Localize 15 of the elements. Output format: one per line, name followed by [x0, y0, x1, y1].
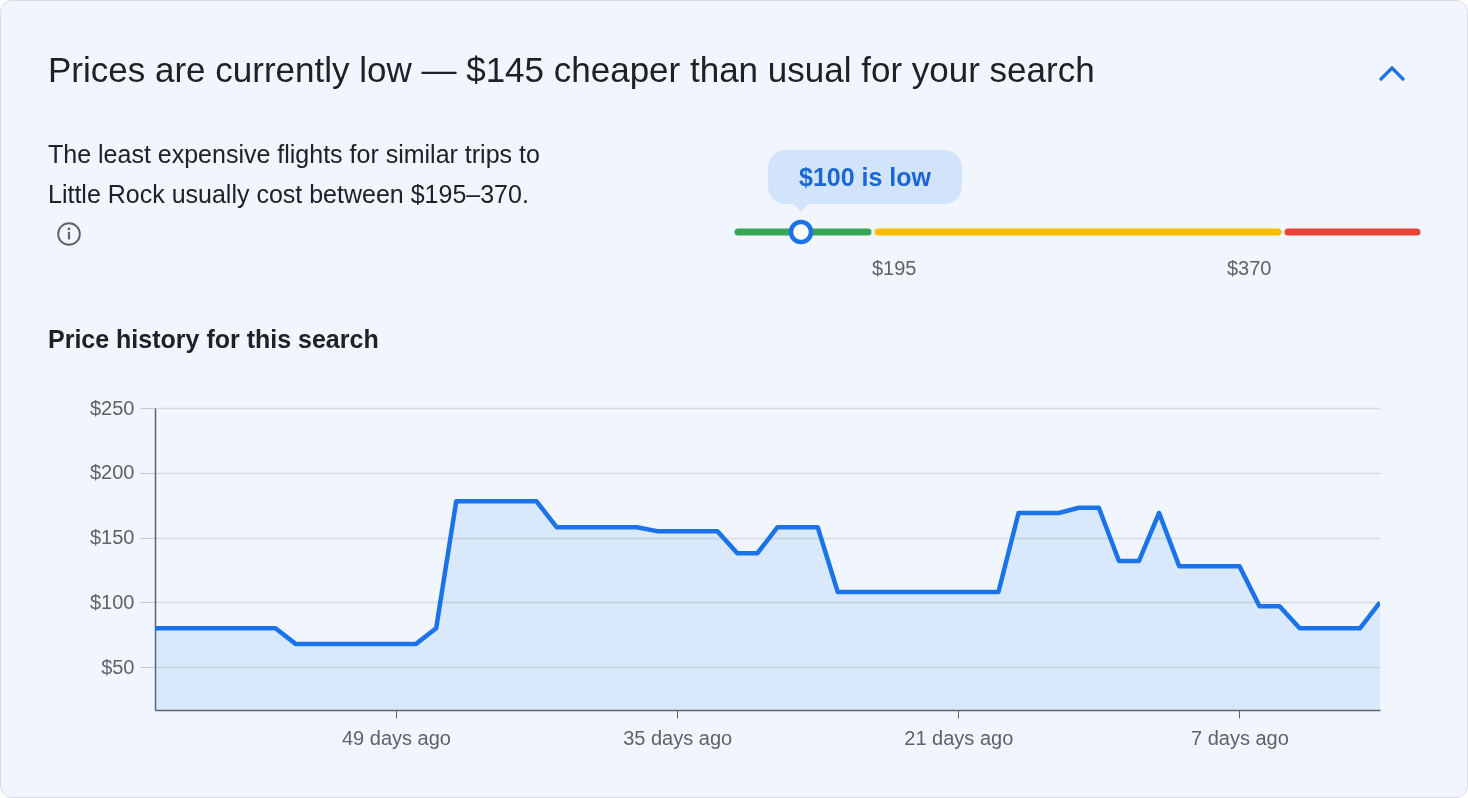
text: Prices are currently low — $145 cheaper than usual for your search [48, 50, 1095, 90]
y-tick-label: $200 [90, 461, 135, 484]
chart-title: Price history for this search [48, 325, 379, 354]
y-tick-label: $250 [90, 396, 135, 419]
text: $100 is low [768, 150, 962, 204]
text: $195 [872, 257, 917, 280]
text: $370 [1227, 257, 1272, 280]
text: The least expensive flights for similar trips to Little Rock usually cost between $195–370. [48, 139, 541, 210]
x-tick-label: 49 days ago [341, 726, 451, 749]
x-tick-label: 35 days ago [623, 726, 733, 749]
y-tick-label: $150 [90, 526, 135, 549]
x-tick-label: 7 days ago [1191, 726, 1289, 749]
x-tick-label: 21 days ago [904, 726, 1014, 749]
y-tick-label: $100 [90, 590, 135, 613]
y-tick-label: $50 [101, 655, 135, 678]
